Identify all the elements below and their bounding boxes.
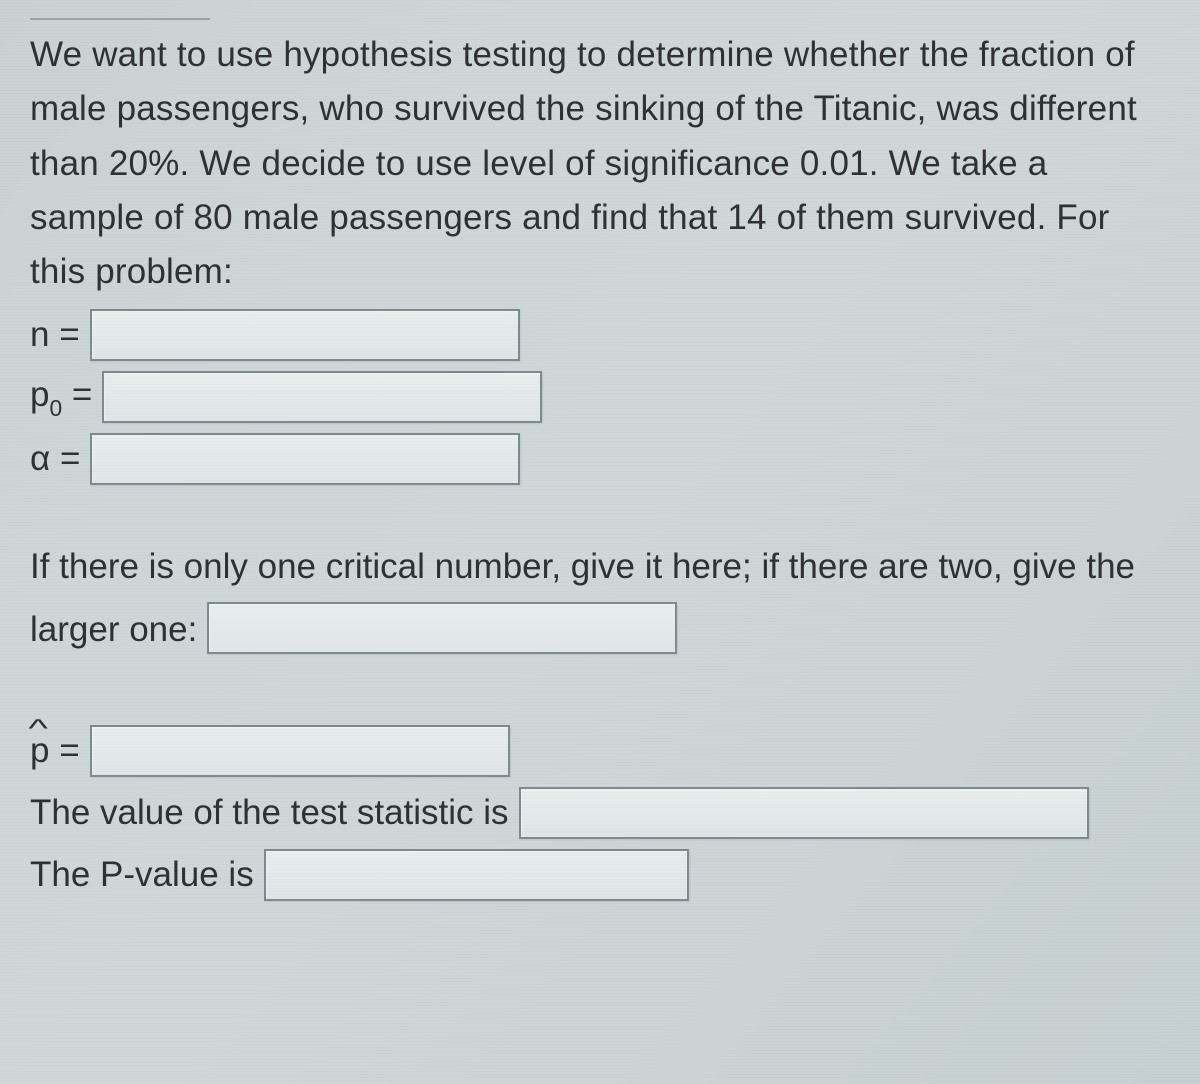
row-test-statistic: The value of the test statistic is <box>30 787 1170 839</box>
test-statistic-input[interactable] <box>519 787 1089 839</box>
pvalue-label: The P-value is <box>30 855 254 895</box>
critical-input[interactable] <box>207 602 677 654</box>
row-p0: p0 = <box>30 371 1170 423</box>
row-critical: If there is only one critical number, gi… <box>30 535 1170 661</box>
p0-label-subscript: 0 <box>49 395 62 421</box>
phat-label: p = <box>30 731 80 771</box>
alpha-input[interactable] <box>90 433 520 485</box>
pvalue-input[interactable] <box>264 849 689 901</box>
phat-equals: = <box>49 731 79 770</box>
problem-statement: We want to use hypothesis testing to det… <box>30 28 1170 299</box>
p0-input[interactable] <box>102 371 542 423</box>
n-input[interactable] <box>90 309 520 361</box>
phat-symbol: p <box>30 731 49 771</box>
spacer-1 <box>30 495 1170 535</box>
row-n: n = <box>30 309 1170 361</box>
p0-label-letter: p <box>30 375 49 414</box>
row-phat: p = <box>30 725 1170 777</box>
test-statistic-label: The value of the test statistic is <box>30 793 509 833</box>
p0-label: p0 = <box>30 375 92 420</box>
p0-label-equals: = <box>62 375 92 414</box>
row-alpha: α = <box>30 433 1170 485</box>
spacer-2 <box>30 661 1170 701</box>
row-pvalue: The P-value is <box>30 849 1170 901</box>
top-border-rule <box>30 18 210 20</box>
n-label: n = <box>30 315 80 355</box>
phat-input[interactable] <box>90 725 510 777</box>
alpha-label: α = <box>30 439 80 479</box>
